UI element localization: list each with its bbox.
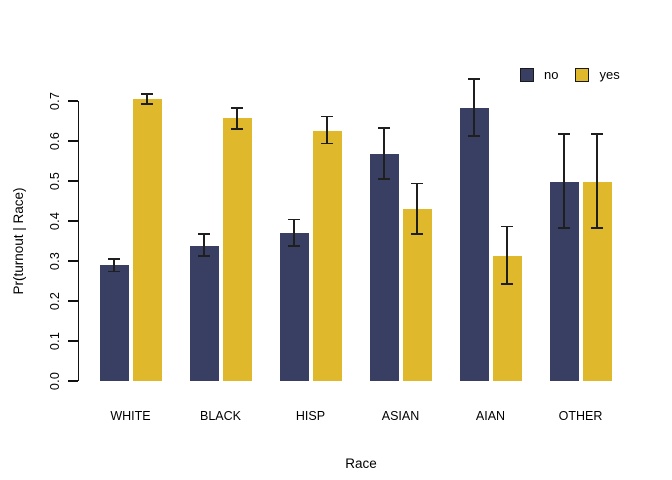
error-bar-yes-AIAN-cap-bottom [501,283,513,285]
error-bar-yes-HISP-cap-top [321,115,333,118]
error-bar-yes-WHITE-cap-bottom [141,103,153,105]
bar-yes-BLACK [222,118,252,381]
error-bar-no-AIAN-line [473,79,475,136]
error-bar-no-HISP-line [293,219,295,246]
error-bar-no-BLACK-cap-top [198,233,210,235]
error-bar-yes-HISP-cap-bottom [321,142,333,145]
error-bar-yes-AIAN-cap-top [501,225,513,228]
y-tick-0.5 [68,180,78,182]
x-category-label-WHITE: WHITE [110,409,151,423]
error-bar-yes-WHITE-line [146,93,148,104]
bar-no-HISP [279,232,309,381]
y-tick-label-0.7: 0.7 [48,91,62,111]
error-bar-yes-OTHER-line [596,133,598,229]
y-tick-0.2 [68,300,78,302]
y-tick-label-0.3: 0.3 [48,251,62,271]
error-bar-yes-OTHER-cap-bottom [591,227,603,229]
y-tick-0.1 [68,340,78,342]
error-bar-yes-BLACK-cap-bottom [231,128,243,130]
error-bar-no-BLACK-line [203,233,205,256]
error-bar-no-OTHER-cap-top [558,133,570,135]
x-category-label-ASIAN: ASIAN [381,409,420,423]
error-bar-yes-BLACK-cap-top [231,107,243,109]
y-tick-0.4 [68,220,78,222]
x-category-label-HISP: HISP [295,409,326,423]
bar-no-AIAN [459,108,489,381]
legend-swatch-yes [575,68,590,82]
error-bar-no-ASIAN-cap-bottom [378,178,390,180]
y-tick-label-0.6: 0.6 [48,131,62,151]
legend-label-yes: yes [599,67,620,82]
y-tick-0.6 [68,140,78,142]
legend-item-no: no [520,67,558,83]
legend: no yes [520,67,620,83]
error-bar-yes-AIAN-line [506,226,508,284]
error-bar-yes-ASIAN-cap-top [411,182,423,185]
bar-no-BLACK [189,245,219,381]
error-bar-no-WHITE-line [113,259,115,272]
error-bar-yes-WHITE-cap-top [141,93,153,95]
error-bar-no-BLACK-cap-bottom [198,255,210,257]
y-tick-0.0 [68,380,78,382]
bar-yes-ASIAN [402,209,432,381]
error-bar-no-WHITE-cap-top [108,258,120,260]
error-bar-no-ASIAN-line [383,128,385,179]
error-bar-no-AIAN-cap-bottom [468,135,480,137]
y-axis-title: Pr(turnout | Race) [11,187,26,295]
bar-yes-HISP [312,130,342,381]
bar-yes-WHITE [132,99,162,381]
legend-item-yes: yes [575,67,620,83]
y-tick-label-0.2: 0.2 [48,291,62,311]
x-axis-title: Race [345,456,377,471]
error-bar-no-HISP-cap-bottom [288,245,300,247]
y-tick-label-0.4: 0.4 [48,211,62,231]
y-tick-label-0.5: 0.5 [48,171,62,191]
x-category-label-AIAN: AIAN [475,409,506,423]
x-category-label-OTHER: OTHER [558,409,603,423]
error-bar-no-AIAN-cap-top [468,78,480,80]
y-tick-0.3 [68,260,78,262]
bar-no-ASIAN [369,154,399,381]
error-bar-no-OTHER-cap-bottom [558,227,570,229]
error-bar-yes-BLACK-line [236,107,238,129]
error-bar-yes-ASIAN-line [416,183,418,234]
error-bar-yes-ASIAN-cap-bottom [411,233,423,235]
bar-no-WHITE [99,265,129,381]
error-bar-no-ASIAN-cap-top [378,127,390,129]
y-tick-label-0.1: 0.1 [48,331,62,351]
error-bar-no-OTHER-line [563,133,565,229]
error-bar-no-HISP-cap-top [288,218,300,221]
legend-swatch-no [520,68,534,82]
y-tick-label-0.0: 0.0 [48,371,62,391]
x-category-label-BLACK: BLACK [200,409,241,423]
error-bar-yes-OTHER-cap-top [591,133,603,135]
error-bar-yes-HISP-line [326,116,328,144]
y-tick-0.7 [68,100,78,102]
legend-label-no: no [544,67,559,82]
y-axis-line [78,101,80,381]
error-bar-no-WHITE-cap-bottom [108,270,120,273]
